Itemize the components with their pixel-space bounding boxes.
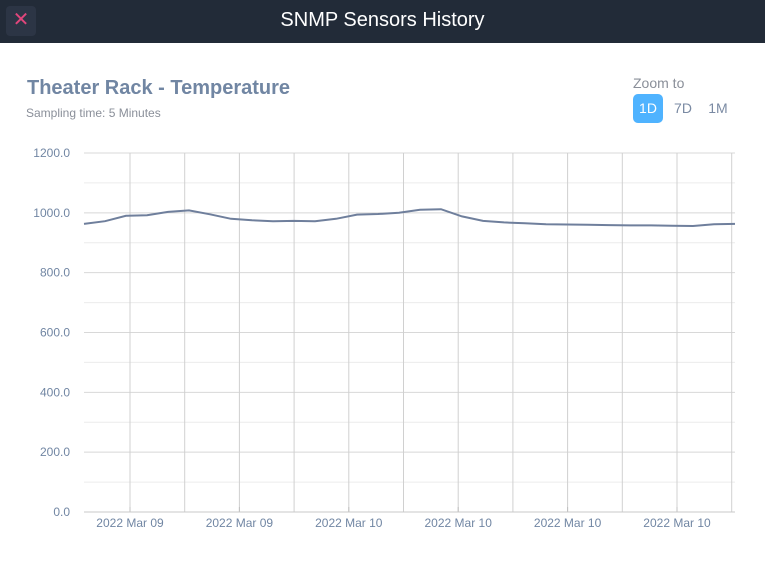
y-tick-label: 600.0 — [40, 326, 70, 340]
temperature-series-line — [83, 208, 736, 228]
zoom-1m-button[interactable]: 1M — [708, 100, 728, 116]
sampling-time: Sampling time: 5 Minutes — [26, 106, 161, 120]
x-tick-label: 2022 Mar 10 — [315, 516, 383, 530]
zoom-7d-button[interactable]: 7D — [674, 100, 692, 116]
close-button[interactable]: ✕ — [6, 6, 36, 36]
x-tick-label: 2022 Mar 10 — [643, 516, 711, 530]
y-tick-label: 400.0 — [40, 385, 70, 399]
x-tick-label: 2022 Mar 10 — [425, 516, 493, 530]
x-tick-label: 2022 Mar 09 — [96, 516, 164, 530]
x-tick-label: 2022 Mar 10 — [534, 516, 602, 530]
zoom-1d-button[interactable]: 1D — [633, 94, 663, 123]
y-tick-label: 200.0 — [40, 445, 70, 459]
y-tick-label: 800.0 — [40, 266, 70, 280]
header-bar: ✕ SNMP Sensors History — [0, 0, 765, 43]
y-tick-label: 0.0 — [53, 505, 70, 519]
close-icon: ✕ — [12, 9, 30, 31]
zoom-label: Zoom to — [633, 75, 685, 91]
page-title: SNMP Sensors History — [280, 9, 485, 31]
x-tick-label: 2022 Mar 09 — [206, 516, 274, 530]
chart-title: Theater Rack - Temperature — [27, 77, 291, 99]
y-tick-label: 1000.0 — [33, 206, 70, 220]
y-tick-label: 1200.0 — [33, 146, 70, 160]
